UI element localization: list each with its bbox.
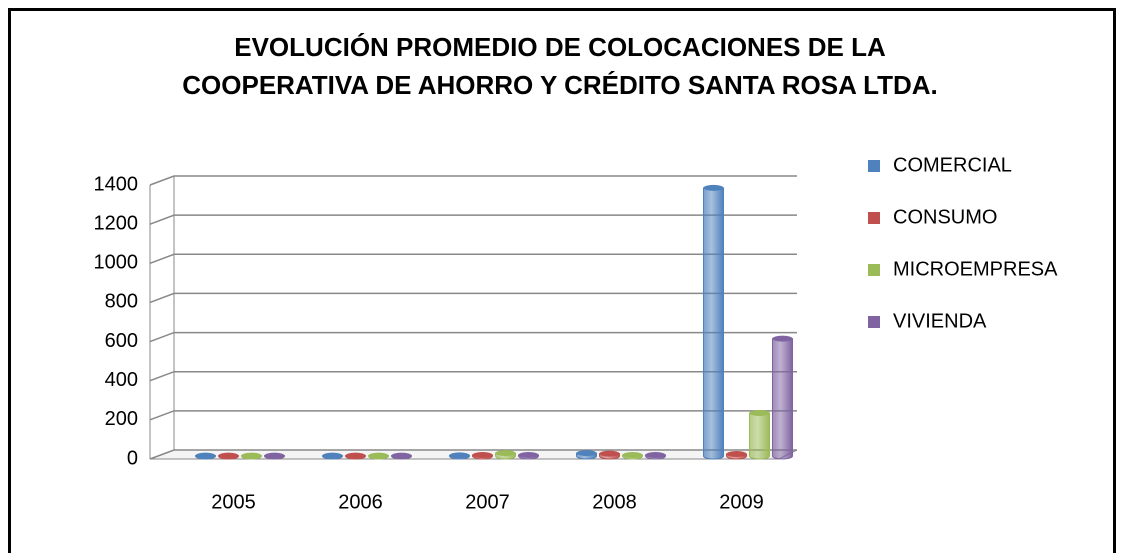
x-tick-label: 2005 [211, 491, 256, 513]
legend-label: CONSUMO [893, 206, 997, 228]
bar-top [322, 452, 343, 459]
x-tick-label: 2007 [465, 491, 510, 513]
bar [703, 187, 724, 460]
y-tick-label: 600 [105, 330, 138, 352]
bar-top [264, 452, 285, 459]
legend-swatch [868, 212, 880, 224]
bar-top [749, 409, 770, 416]
grid-line [149, 370, 797, 382]
legend-swatch [868, 264, 880, 276]
y-tick-label: 200 [105, 408, 138, 430]
bar [749, 412, 770, 460]
grid-line [149, 292, 797, 304]
y-tick-label: 1000 [94, 252, 139, 274]
legend-swatch [868, 160, 880, 172]
legend-swatch [868, 316, 880, 328]
y-tick-label: 800 [105, 291, 138, 313]
bar-top [218, 452, 239, 459]
y-tick-label: 1400 [94, 173, 139, 195]
frame [8, 8, 1116, 553]
grid-line [149, 449, 797, 460]
y-tick-label: 0 [127, 447, 138, 469]
bar-top [449, 452, 470, 459]
grid-line [149, 410, 797, 421]
bar-top [368, 452, 389, 459]
y-tick-label: 1200 [94, 212, 139, 234]
y-tick-label: 400 [105, 369, 138, 391]
bar-top [599, 450, 620, 457]
bar-top [622, 452, 643, 459]
bar-top [391, 452, 412, 459]
legend-label: MICROEMPRESA [893, 258, 1058, 280]
grid-line [149, 253, 797, 264]
grid-line [149, 175, 797, 186]
x-tick-label: 2008 [592, 491, 637, 513]
grid-line [149, 331, 797, 343]
bar-top [345, 452, 366, 459]
bar-top [518, 452, 539, 459]
bar-top [241, 452, 262, 459]
chart-title: EVOLUCIÓN PROMEDIO DE COLOCACIONES DE LA… [182, 32, 938, 100]
bar-top [703, 184, 724, 191]
bar-top [576, 450, 597, 457]
grid-line [149, 214, 797, 225]
bar-top [772, 335, 793, 342]
x-tick-label: 2006 [338, 491, 383, 513]
bar-top [726, 451, 747, 458]
legend-label: COMERCIAL [893, 154, 1012, 176]
x-tick-label: 2009 [719, 491, 764, 513]
bar-top [472, 452, 493, 459]
bar-top [495, 450, 516, 457]
legend-label: VIVIENDA [893, 310, 987, 332]
bar [772, 338, 793, 460]
bar-top [195, 452, 216, 459]
bar-top [645, 452, 666, 459]
